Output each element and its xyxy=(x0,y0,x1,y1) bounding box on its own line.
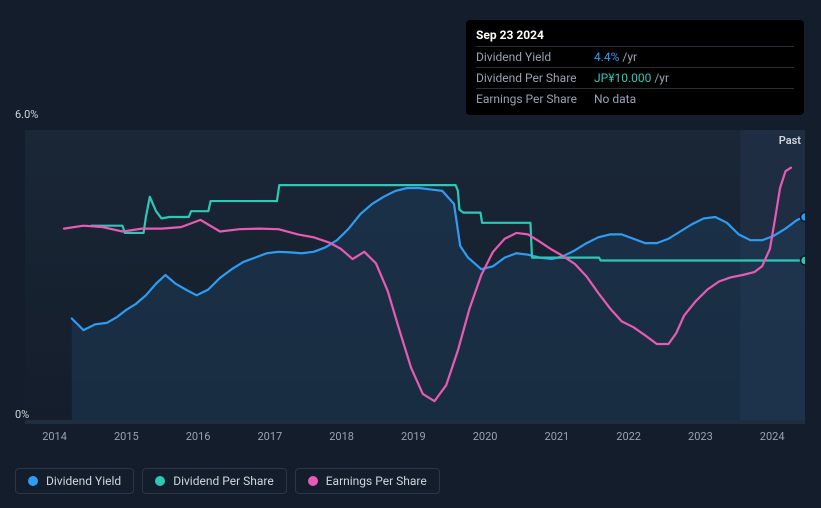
x-tick: 2021 xyxy=(545,430,570,443)
tooltip-row-value: JP¥10.000 /yr xyxy=(594,69,669,87)
tooltip-row-label: Earnings Per Share xyxy=(476,90,594,108)
x-tick: 2022 xyxy=(616,430,641,443)
chart-svg xyxy=(15,108,805,448)
tooltip-rows: Dividend Yield4.4% /yrDividend Per Share… xyxy=(476,46,794,109)
y-axis-top-label: 6.0% xyxy=(15,108,38,121)
tooltip-row: Earnings Per ShareNo data xyxy=(476,88,794,109)
legend-item[interactable]: Dividend Yield xyxy=(15,468,134,494)
tooltip-row-value: No data xyxy=(594,90,636,108)
tooltip-row-value: 4.4% /yr xyxy=(594,48,637,66)
tooltip-row: Dividend Per ShareJP¥10.000 /yr xyxy=(476,67,794,88)
legend-dot-icon xyxy=(28,476,38,486)
x-tick: 2016 xyxy=(186,430,211,443)
data-tooltip: Sep 23 2024 Dividend Yield4.4% /yrDivide… xyxy=(466,20,804,115)
chart-area: 6.0% 0% Past 2014 2015 2016 2017 2018 2019 202… xyxy=(15,108,805,448)
legend-dot-icon xyxy=(155,476,165,486)
y-axis-bottom-label: 0% xyxy=(15,408,29,421)
x-tick: 2024 xyxy=(760,430,785,443)
x-tick: 2015 xyxy=(114,430,139,443)
legend-label: Dividend Per Share xyxy=(173,474,274,488)
x-tick: 2023 xyxy=(688,430,713,443)
tooltip-date: Sep 23 2024 xyxy=(476,26,794,44)
legend-label: Dividend Yield xyxy=(46,474,121,488)
x-tick: 2020 xyxy=(473,430,498,443)
x-tick: 2014 xyxy=(42,430,67,443)
tooltip-row-label: Dividend Yield xyxy=(476,48,594,66)
x-tick: 2019 xyxy=(401,430,426,443)
x-tick: 2018 xyxy=(329,430,354,443)
tooltip-row-label: Dividend Per Share xyxy=(476,69,594,87)
legend-label: Earnings Per Share xyxy=(326,474,427,488)
x-tick: 2017 xyxy=(257,430,282,443)
past-label: Past xyxy=(779,134,801,147)
legend-item[interactable]: Dividend Per Share xyxy=(142,468,287,494)
tooltip-row: Dividend Yield4.4% /yr xyxy=(476,46,794,67)
legend-dot-icon xyxy=(308,476,318,486)
legend-item[interactable]: Earnings Per Share xyxy=(295,468,440,494)
legend: Dividend Yield Dividend Per Share Earnings… xyxy=(15,468,440,494)
